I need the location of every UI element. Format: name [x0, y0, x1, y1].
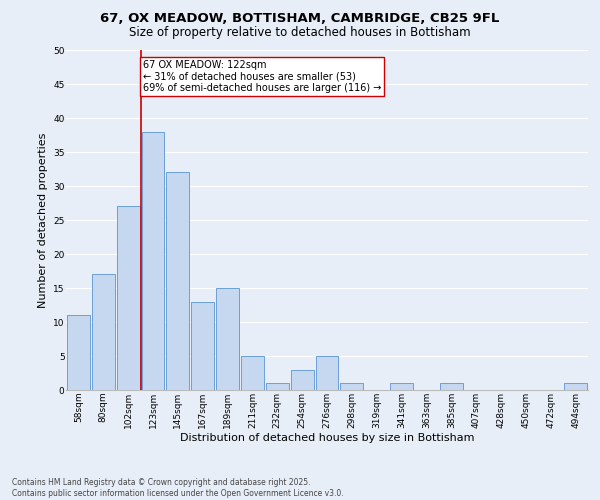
Bar [191, 302, 214, 390]
Text: Size of property relative to detached houses in Bottisham: Size of property relative to detached ho… [129, 26, 471, 39]
Y-axis label: Number of detached properties: Number of detached properties [38, 132, 47, 308]
Bar [216, 288, 239, 390]
Bar [67, 315, 90, 390]
Bar [564, 383, 587, 390]
Text: Contains HM Land Registry data © Crown copyright and database right 2025.
Contai: Contains HM Land Registry data © Crown c… [12, 478, 344, 498]
Text: 67 OX MEADOW: 122sqm
← 31% of detached houses are smaller (53)
69% of semi-detac: 67 OX MEADOW: 122sqm ← 31% of detached h… [143, 60, 382, 94]
Bar [266, 383, 289, 390]
Bar [241, 356, 264, 390]
Bar [117, 206, 140, 390]
Bar [142, 132, 164, 390]
Bar [440, 383, 463, 390]
Bar [166, 172, 189, 390]
Bar [291, 370, 314, 390]
Bar [390, 383, 413, 390]
X-axis label: Distribution of detached houses by size in Bottisham: Distribution of detached houses by size … [180, 434, 474, 444]
Bar [340, 383, 363, 390]
Text: 67, OX MEADOW, BOTTISHAM, CAMBRIDGE, CB25 9FL: 67, OX MEADOW, BOTTISHAM, CAMBRIDGE, CB2… [100, 12, 500, 26]
Bar [316, 356, 338, 390]
Bar [92, 274, 115, 390]
